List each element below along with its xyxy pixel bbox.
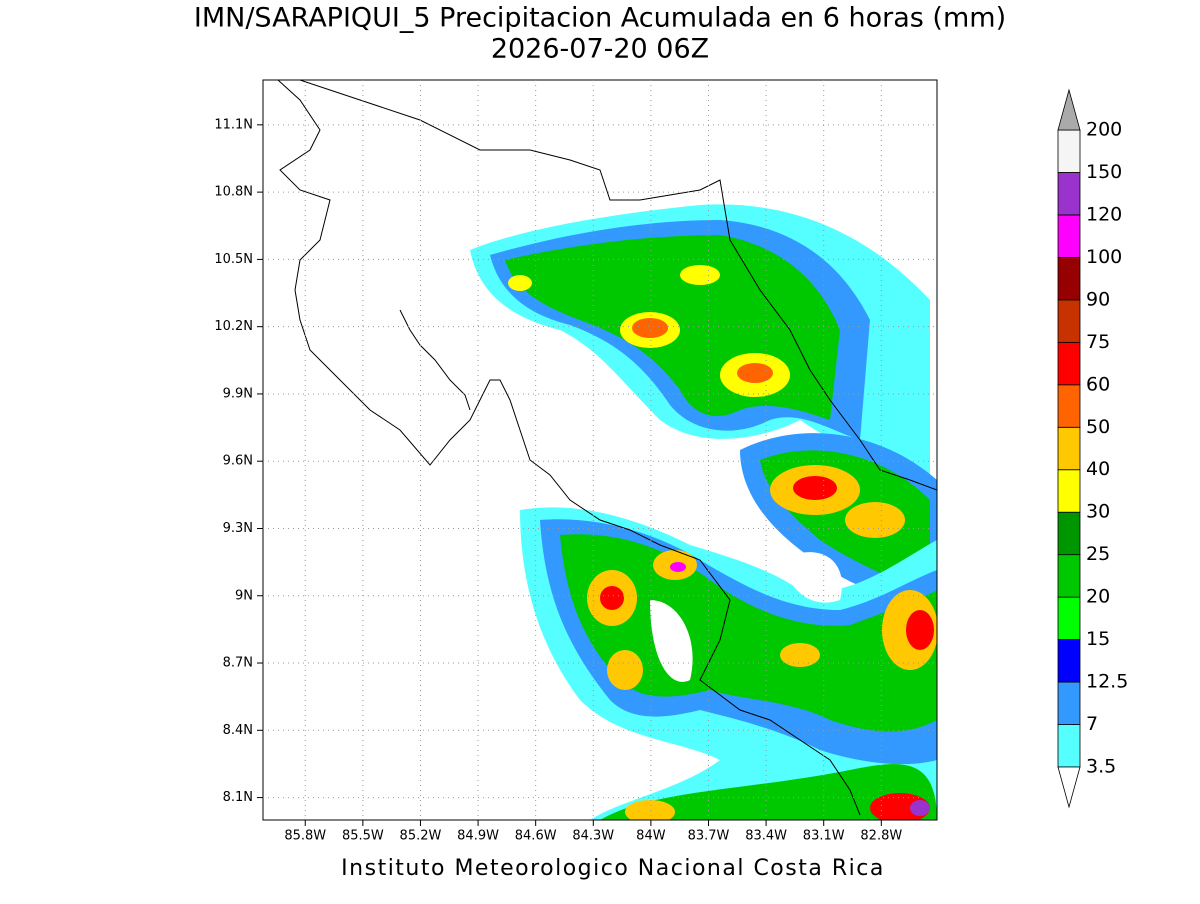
y-tick-label: 9.6N	[223, 454, 253, 469]
x-tick-label: 82.8W	[860, 829, 902, 844]
colorbar-label: 20	[1086, 586, 1110, 608]
colorbar-band	[1057, 596, 1081, 641]
colorbar-band	[1057, 256, 1081, 301]
colorbar-label: 90	[1086, 288, 1110, 310]
x-tick-label: 84.3W	[572, 829, 614, 844]
colorbar-label: 50	[1086, 416, 1110, 438]
colorbar-band	[1057, 214, 1081, 258]
colorbar-band	[1057, 469, 1081, 513]
title: IMN/SARAPIQUI_5 Precipitacion Acumulada …	[194, 3, 1006, 34]
colorbar-band	[1057, 511, 1081, 556]
precip-field	[470, 204, 937, 820]
x-tick-label: 84.6W	[515, 829, 557, 844]
axes: 85.8W 85.5W 85.2W 84.9W 84.6W 84.3W 84W 83.7W 83…	[214, 80, 937, 844]
plot-frame	[262, 79, 938, 821]
colorbar-band	[1057, 724, 1081, 768]
colorbar-under	[1057, 766, 1081, 809]
y-tick-label: 9.9N	[223, 386, 253, 401]
subtitle: 2026-07-20 06Z	[491, 34, 709, 65]
x-tick-label: 85.8W	[284, 829, 326, 844]
y-tick-label: 10.5N	[214, 252, 253, 267]
y-tick-label: 9N	[235, 588, 253, 603]
y-tick-label: 8.1N	[223, 790, 253, 805]
colorbar-band	[1057, 681, 1081, 725]
colorbar-band	[1057, 639, 1081, 683]
x-tick-label: 85.2W	[400, 829, 442, 844]
colorbar-band	[1057, 384, 1081, 428]
colorbar-band	[1057, 299, 1081, 343]
colorbar-label: 30	[1086, 501, 1110, 523]
footer: Instituto Meteorologico Nacional Costa R…	[341, 856, 885, 881]
x-tick-label: 83.4W	[745, 829, 787, 844]
colorbar-band	[1057, 426, 1081, 471]
colorbar-label: 100	[1086, 246, 1122, 268]
colorbar-over	[1057, 88, 1081, 131]
y-tick-label: 8.7N	[223, 656, 253, 671]
y-tick-label: 10.2N	[214, 319, 253, 334]
coastline	[277, 80, 937, 816]
colorbar-label: 7	[1086, 713, 1098, 735]
y-tick-label: 8.4N	[223, 723, 253, 738]
colorbar-label: 120	[1086, 203, 1122, 225]
x-tick-label: 84.9W	[457, 829, 499, 844]
colorbar-label: 12.5	[1086, 671, 1128, 693]
colorbar-label: 75	[1086, 331, 1110, 353]
x-tick-label: 84W	[636, 829, 666, 844]
x-tick-label: 83.7W	[688, 829, 730, 844]
y-tick-label: 9.3N	[223, 521, 253, 536]
colorbar-band	[1057, 341, 1081, 386]
colorbar: 3.5 7 12.5 15 20 25 30 40 50 60 75 90 100 120 150 200	[1057, 88, 1128, 809]
y-tick-label: 11.1N	[214, 117, 253, 132]
x-tick-label: 83.1W	[803, 829, 845, 844]
y-tick-label: 10.8N	[214, 185, 253, 200]
colorbar-label: 150	[1086, 161, 1122, 183]
colorbar-label: 25	[1086, 543, 1110, 565]
x-tick-label: 85.5W	[342, 829, 384, 844]
colorbar-label: 3.5	[1086, 756, 1116, 778]
colorbar-band	[1057, 554, 1081, 598]
colorbar-label: 40	[1086, 458, 1110, 480]
colorbar-label: 60	[1086, 373, 1110, 395]
colorbar-band	[1057, 172, 1081, 216]
colorbar-band	[1057, 129, 1081, 173]
colorbar-label: 200	[1086, 119, 1122, 141]
colorbar-label: 15	[1086, 628, 1110, 650]
